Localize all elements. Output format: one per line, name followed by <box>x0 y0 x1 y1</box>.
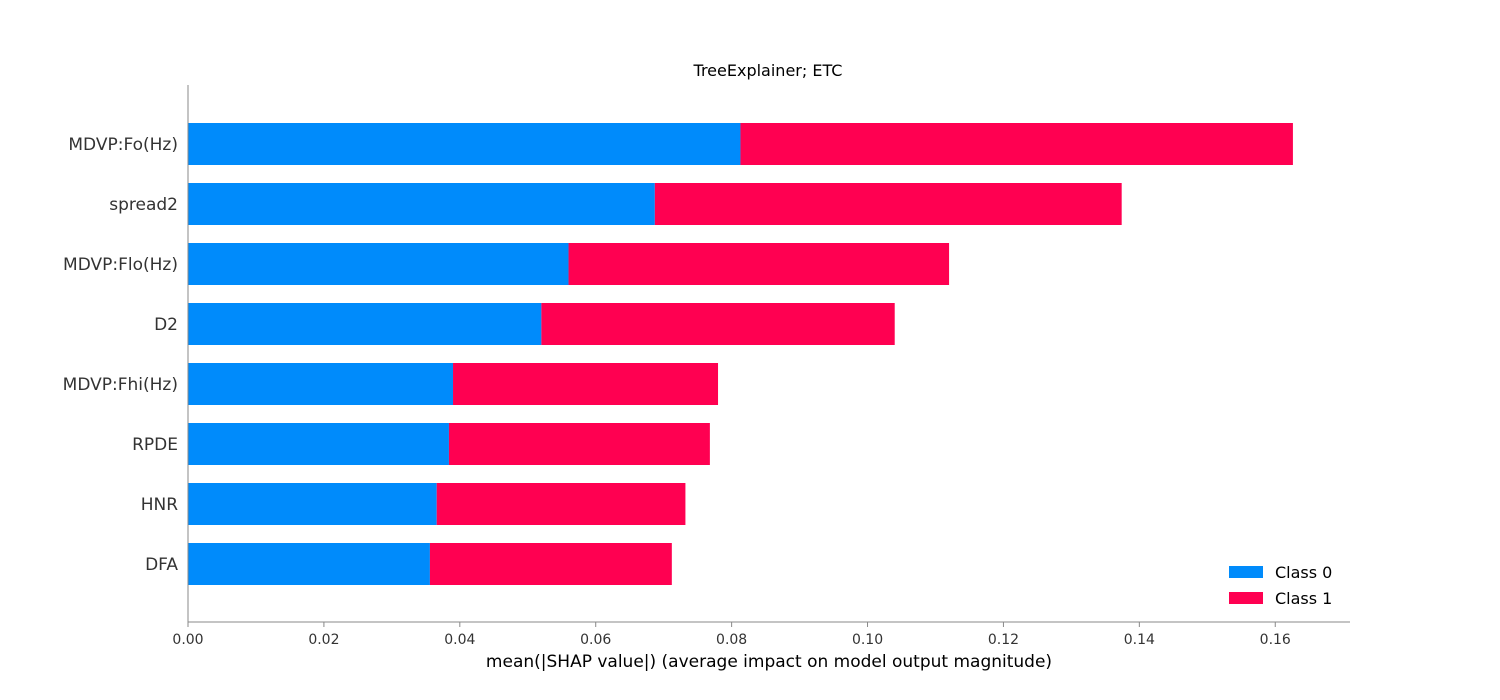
x-axis-label: mean(|SHAP value|) (average impact on mo… <box>486 652 1052 672</box>
x-tick-label: 0.10 <box>852 632 883 648</box>
bar-class-0-6 <box>188 483 437 525</box>
x-tick-label: 0.12 <box>988 632 1019 648</box>
feature-label: RPDE <box>132 435 178 455</box>
bar-class-1-1 <box>654 183 1122 225</box>
feature-label: MDVP:Fhi(Hz) <box>63 375 178 395</box>
bar-class-1-5 <box>448 423 710 465</box>
bar-class-1-4 <box>453 363 719 405</box>
feature-label: HNR <box>141 495 179 515</box>
bar-class-0-5 <box>188 423 449 465</box>
chart-title: TreeExplainer; ETC <box>693 61 843 80</box>
bar-class-0-0 <box>188 123 741 165</box>
x-tick-label: 0.04 <box>444 632 475 648</box>
x-tick-label: 0.14 <box>1124 632 1155 648</box>
x-ticks-group: 0.00 0.02 0.04 0.06 0.08 0.10 0.12 0.14 0.16 <box>172 622 1291 648</box>
bar-class-0-4 <box>188 363 454 405</box>
bar-class-1-3 <box>541 303 895 345</box>
feature-label: DFA <box>145 555 178 575</box>
legend: Class 0 Class 1 <box>1229 563 1332 608</box>
feature-label: MDVP:Fo(Hz) <box>68 135 178 155</box>
bar-class-1-0 <box>740 123 1293 165</box>
bar-class-1-2 <box>568 243 950 285</box>
legend-swatch-class-0 <box>1229 566 1263 578</box>
x-tick-label: 0.02 <box>308 632 339 648</box>
x-tick-label: 0.06 <box>580 632 611 648</box>
bar-class-1-6 <box>436 483 686 525</box>
feature-label: spread2 <box>109 195 178 215</box>
legend-label-class-0: Class 0 <box>1275 563 1332 582</box>
bar-class-0-3 <box>188 303 542 345</box>
feature-label: MDVP:Flo(Hz) <box>63 255 178 275</box>
x-tick-label: 0.00 <box>172 632 203 648</box>
bar-class-1-7 <box>429 543 672 585</box>
x-tick-label: 0.08 <box>716 632 747 648</box>
feature-label: D2 <box>154 315 178 335</box>
feature-labels-group: MDVP:Fo(Hz) spread2 MDVP:Flo(Hz) D2 MDVP:Fhi… <box>63 135 179 575</box>
bar-class-0-2 <box>188 243 569 285</box>
bar-class-0-1 <box>188 183 655 225</box>
legend-swatch-class-1 <box>1229 592 1263 604</box>
legend-label-class-1: Class 1 <box>1275 589 1332 608</box>
bars-group <box>188 123 1293 585</box>
bar-class-0-7 <box>188 543 430 585</box>
x-tick-label: 0.16 <box>1260 632 1291 648</box>
